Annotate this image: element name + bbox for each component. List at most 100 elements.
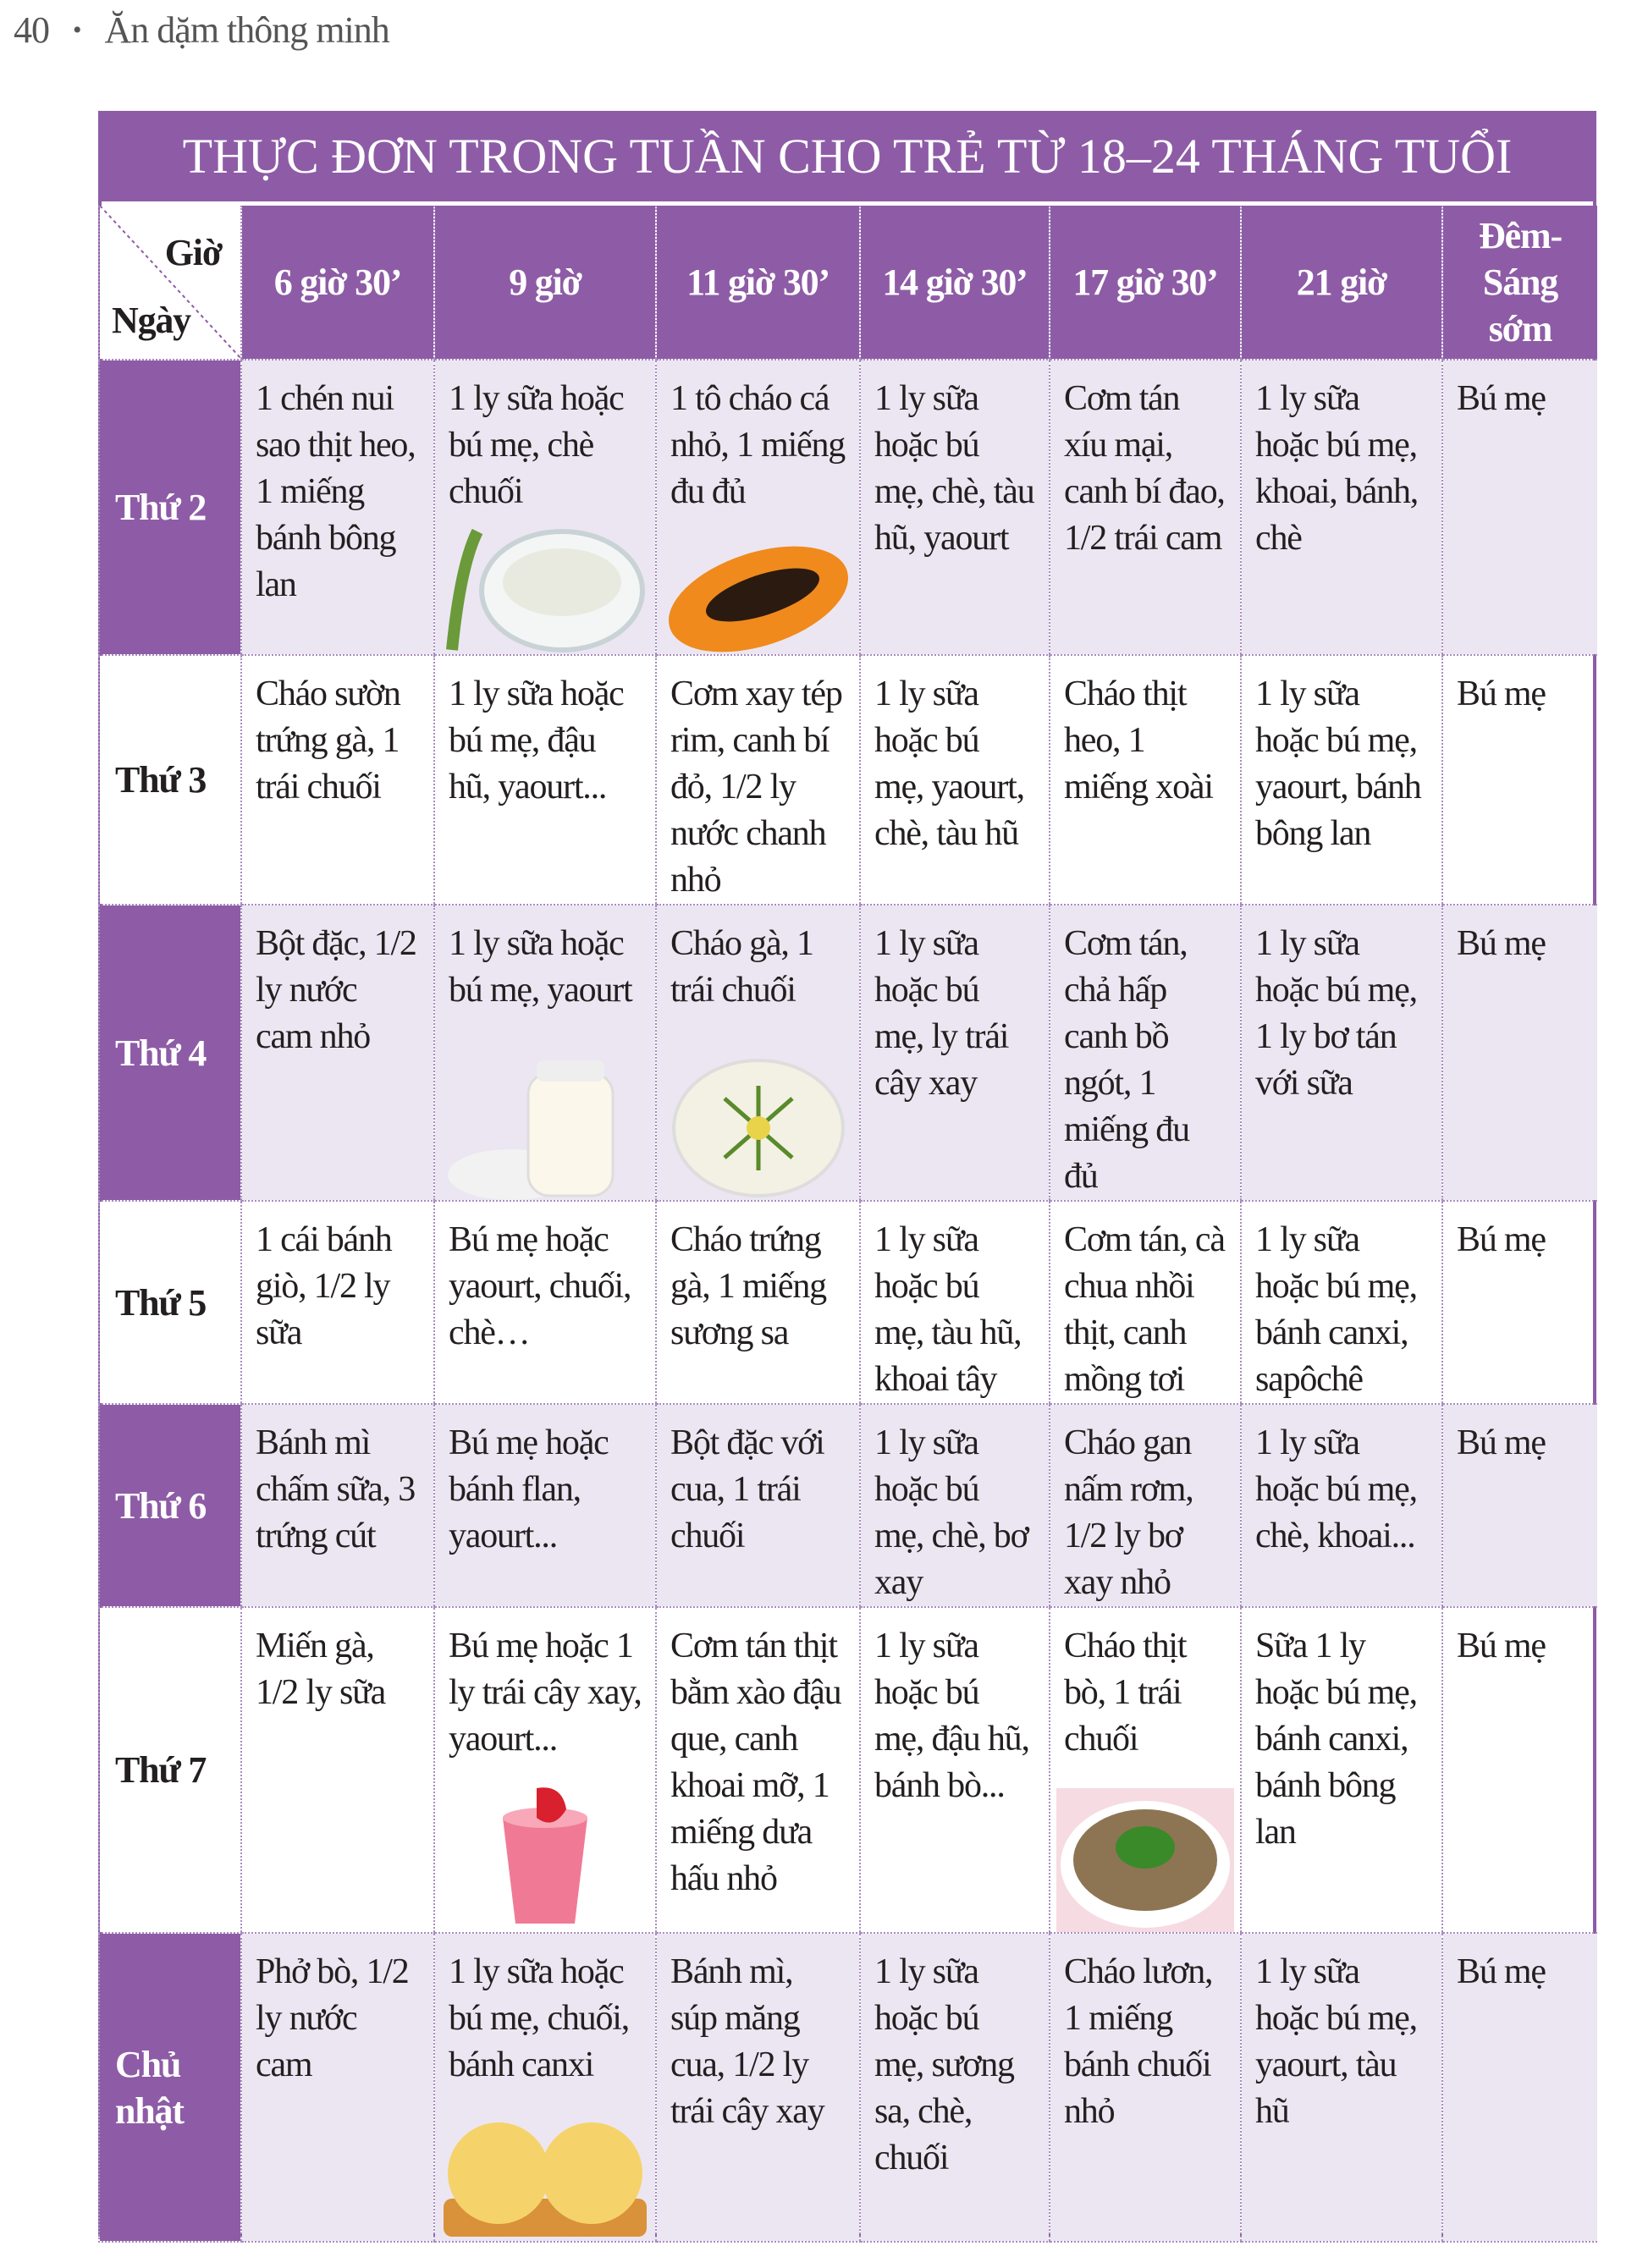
menu-cell: Cháo trứng gà, 1 miếng sương sa [655,1201,860,1405]
menu-cell: 1 ly sữa hoặc bú mẹ, đậu hũ, yaourt... [433,655,656,906]
day-cell: Thứ 4 [98,905,241,1202]
menu-cell: 1 ly sữa hoặc bú mẹ, chuối, bánh canxi [433,1933,656,2243]
menu-cell: 1 ly sữa hoặc bú mẹ, khoai, bánh, chè [1240,360,1442,656]
menu-cell: Bánh mì chấm sữa, 3 trứng cút [240,1404,434,1608]
menu-text: 1 ly sữa hoặc bú mẹ, yaourt, tàu hũ [1255,1952,1418,2131]
menu-text: 1 ly sữa hoặc bú mẹ, chè chuối [449,379,625,511]
diagonal-divider [100,206,242,360]
menu-text: Bú mẹ [1457,379,1546,418]
menu-text: 1 ly sữa hoặc bú mẹ, yaourt [449,924,633,1010]
menu-cell: Bú mẹ [1441,1404,1597,1608]
menu-cell: 1 ly sữa hoặc bú mẹ, bánh canxi, sapôchê [1240,1201,1442,1405]
menu-cell: Sữa 1 ly hoặc bú mẹ, bánh canxi, bánh bô… [1240,1607,1442,1934]
menu-text: Miến gà, 1/2 ly sữa [256,1627,386,1712]
bullet: • [73,15,81,44]
menu-text: 1 ly sữa hoặc bú mẹ, sương sa, chè, chuố… [874,1952,1015,2177]
menu-cell: Cháo lươn, 1 miếng bánh chuối nhỏ [1049,1933,1241,2243]
day-cell: Thứ 3 [98,655,241,906]
yogurt-jar-image [435,1056,655,1200]
menu-text: Cháo thịt heo, 1 miếng xoài [1064,674,1214,806]
menu-text: Bú mẹ [1457,1423,1546,1462]
table-row: Thứ 4 Bột đặc, 1/2 ly nước cam nhỏ 1 ly sữ… [98,905,1597,1202]
column-header: 17 giờ 30’ [1049,206,1241,361]
day-cell: Chủ nhật [98,1933,241,2243]
menu-text: Bánh mì, súp măng cua, 1/2 ly trái cây x… [670,1952,825,2131]
menu-cell: 1 ly sữa hoặc bú mẹ, chè chuối [433,360,656,656]
menu-cell: 1 ly sữa hoặc bú mẹ, chè, bơ xay [859,1404,1050,1608]
cookies-image [435,2097,655,2241]
menu-cell: Bột đặc, 1/2 ly nước cam nhỏ [240,905,434,1202]
menu-cell: Bánh mì, súp măng cua, 1/2 ly trái cây x… [655,1933,860,2243]
menu-text: 1 ly sữa hoặc bú mẹ, khoai, bánh, chè [1255,379,1419,558]
day-cell: Thứ 6 [98,1404,241,1608]
menu-cell: 1 ly sữa hoặc bú mẹ, yaourt [433,905,656,1202]
day-cell: Thứ 7 [98,1607,241,1934]
menu-cell: 1 ly sữa hoặc bú mẹ, yaourt, bánh bông l… [1240,655,1442,906]
menu-text: 1 cái bánh giò, 1/2 ly sữa [256,1220,393,1352]
menu-text: 1 tô cháo cá nhỏ, 1 miếng đu đủ [670,379,846,511]
day-cell: Thứ 2 [98,360,241,656]
menu-text: Bú mẹ [1457,924,1546,963]
menu-cell: Bú mẹ [1441,905,1597,1202]
menu-cell: Bú mẹ [1441,655,1597,906]
menu-cell: 1 ly sữa hoặc bú mẹ, 1 ly bơ tán với sữa [1240,905,1442,1202]
menu-cell: Cháo gan nấm rơm, 1/2 ly bơ xay nhỏ [1049,1404,1241,1608]
day-label: Ngày [112,300,191,341]
menu-cell: 1 ly sữa hoặc bú mẹ, chè, tàu hũ, yaourt [859,360,1050,656]
menu-cell: Bú mẹ hoặc yaourt, chuối, chè… [433,1201,656,1405]
day-cell: Thứ 5 [98,1201,241,1405]
porridge-bowl-image [657,1056,859,1200]
beef-porridge-image [1050,1788,1240,1932]
menu-table: Giờ Ngày 6 giờ 30’ 9 giờ 11 giờ 30’ 14 giờ 30… [98,206,1597,2243]
menu-text: 1 ly sữa hoặc bú mẹ, đậu hũ, bánh bò... [874,1627,1030,1805]
table-title: THỰC ĐƠN TRONG TUẦN CHO TRẺ TỪ 18–24 THÁ… [98,111,1596,201]
column-header: 9 giờ [433,206,656,361]
menu-text: Bú mẹ hoặc 1 ly trái cây xay, yaourt... [449,1627,642,1759]
column-header: 21 giờ [1240,206,1442,361]
menu-text: Phở bò, 1/2 ly nước cam [256,1952,410,2084]
menu-cell: 1 ly sữa hoặc bú mẹ, ly trái cây xay [859,905,1050,1202]
menu-cell: Cơm tán, cà chua nhồi thịt, canh mồng tơ… [1049,1201,1241,1405]
menu-cell: 1 cái bánh giò, 1/2 ly sữa [240,1201,434,1405]
menu-text: Cháo gan nấm rơm, 1/2 ly bơ xay nhỏ [1064,1423,1194,1602]
bowl-dessert-image [435,510,655,654]
menu-cell: Cơm tán xíu mại, canh bí đao, 1/2 trái c… [1049,360,1241,656]
menu-text: 1 ly sữa hoặc bú mẹ, bánh canxi, sapôchê [1255,1220,1418,1399]
menu-text: Cháo sườn trứng gà, 1 trái chuối [256,674,401,806]
menu-text: Bột đặc với cua, 1 trái chuối [670,1423,825,1555]
menu-cell: 1 chén nui sao thịt heo, 1 miếng bánh bô… [240,360,434,656]
menu-text: 1 ly sữa hoặc bú mẹ, yaourt, chè, tàu hũ [874,674,1025,853]
corner-header: Giờ Ngày [98,206,242,361]
menu-cell: Phở bò, 1/2 ly nước cam [240,1933,434,2243]
menu-cell: 1 ly sữa hoặc bú mẹ, chè, khoai... [1240,1404,1442,1608]
menu-text: 1 ly sữa hoặc bú mẹ, tàu hũ, khoai tây [874,1220,1022,1399]
menu-cell: Miến gà, 1/2 ly sữa [240,1607,434,1934]
table-row: Thứ 6 Bánh mì chấm sữa, 3 trứng cút Bú mẹ … [98,1404,1597,1608]
menu-cell: 1 ly sữa hoặc bú mẹ, yaourt, tàu hũ [1240,1933,1442,2243]
menu-cell: Bú mẹ [1441,1933,1597,2243]
menu-text: Cơm tán thịt bằm xào đậu que, canh khoai… [670,1627,842,1898]
menu-text: 1 ly sữa hoặc bú mẹ, chè, tàu hũ, yaourt [874,379,1035,558]
papaya-image [657,510,859,654]
menu-text: Bánh mì chấm sữa, 3 trứng cút [256,1423,416,1555]
menu-cell: Cháo thịt bò, 1 trái chuối [1049,1607,1241,1934]
menu-cell: Cháo thịt heo, 1 miếng xoài [1049,655,1241,906]
book-title: Ăn dặm thông minh [104,9,390,51]
menu-text: Bú mẹ [1457,1627,1546,1665]
menu-cell: 1 ly sữa hoặc bú mẹ, sương sa, chè, chuố… [859,1933,1050,2243]
table-row: Chủ nhật Phở bò, 1/2 ly nước cam 1 ly sữa … [98,1933,1597,2243]
menu-text: Cơm tán, cà chua nhồi thịt, canh mồng tơ… [1064,1220,1226,1399]
menu-text: Cháo trứng gà, 1 miếng sương sa [670,1220,827,1352]
menu-cell: 1 ly sữa hoặc bú mẹ, yaourt, chè, tàu hũ [859,655,1050,906]
running-header: 40 • Ăn dặm thông minh [14,8,390,52]
menu-cell: Bú mẹ [1441,1201,1597,1405]
menu-text: Bú mẹ [1457,1952,1546,1991]
table-row: Thứ 3 Cháo sườn trứng gà, 1 trái chuối 1 l… [98,655,1597,906]
menu-cell: Bú mẹ [1441,360,1597,656]
menu-text: Cháo lươn, 1 miếng bánh chuối nhỏ [1064,1952,1214,2131]
page-number: 40 [14,9,50,51]
menu-text: 1 ly sữa hoặc bú mẹ, đậu hũ, yaourt... [449,674,625,806]
menu-text: 1 ly sữa hoặc bú mẹ, yaourt, bánh bông l… [1255,674,1422,853]
